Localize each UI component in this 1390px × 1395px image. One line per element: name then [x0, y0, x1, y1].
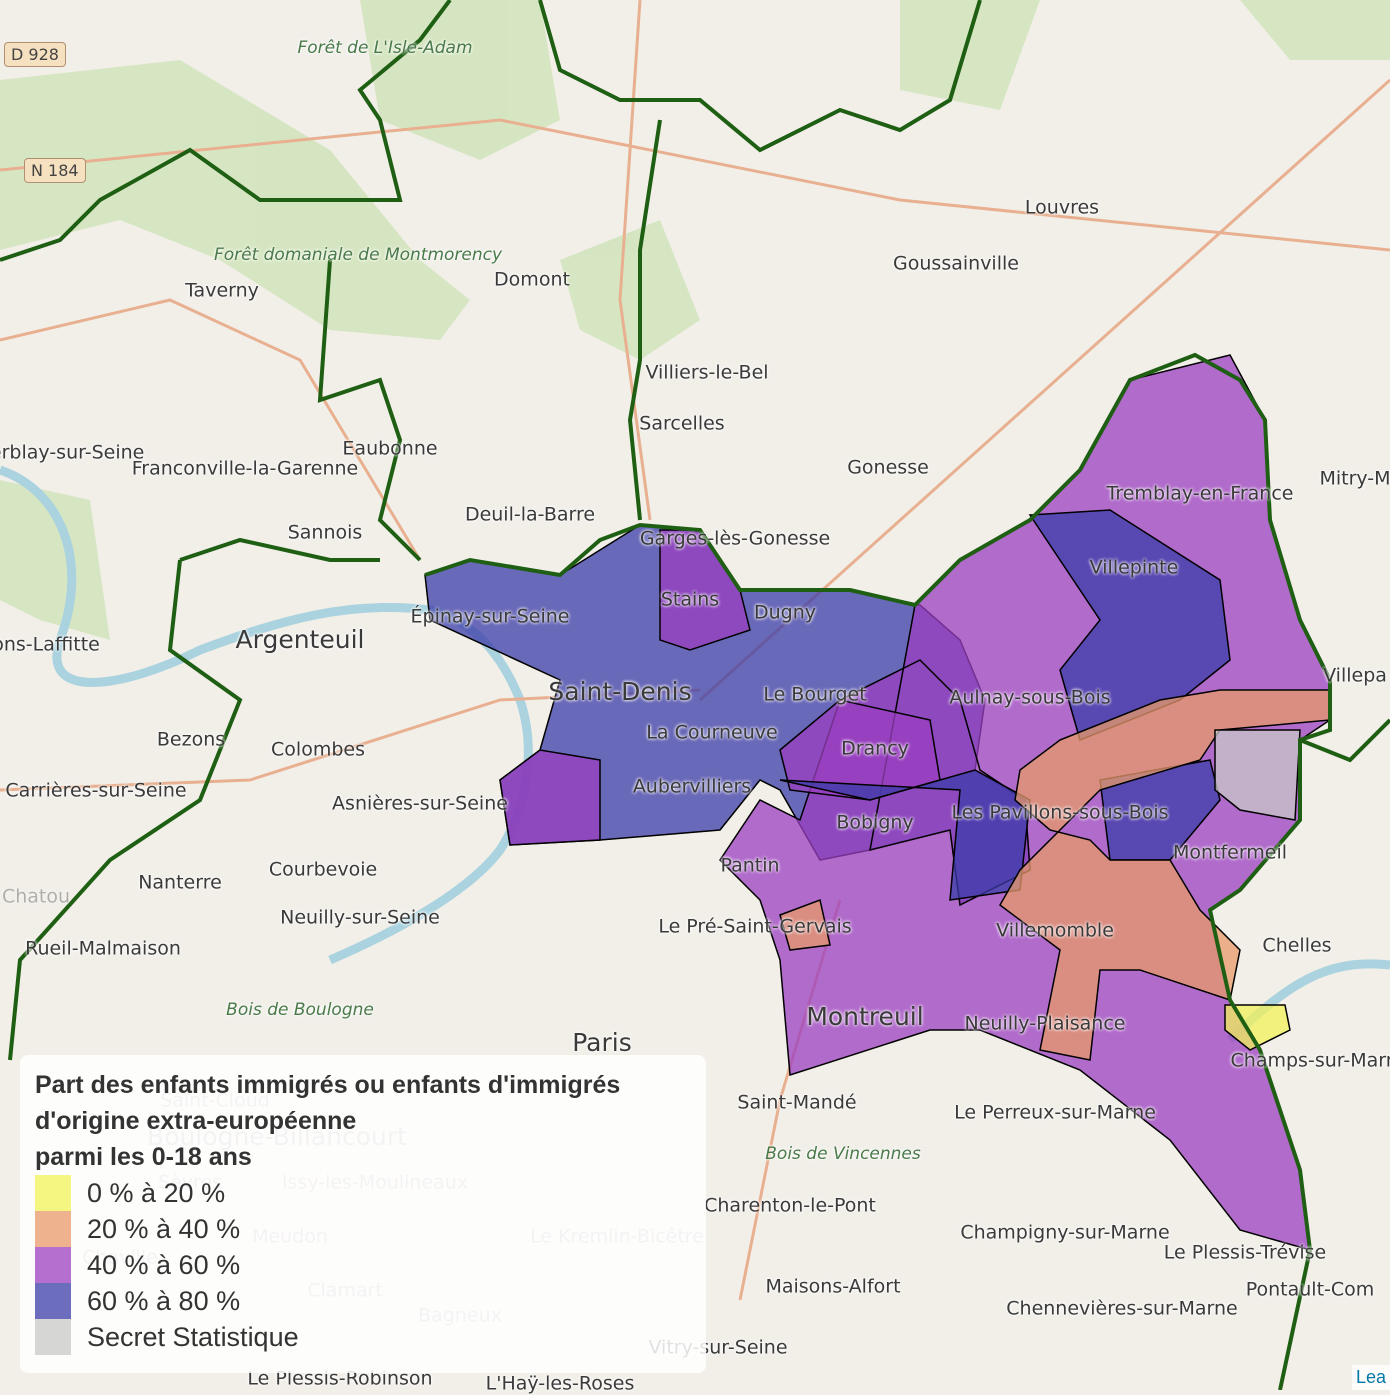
place-label: Chatou — [1, 885, 71, 908]
zone-polygon[interactable] — [1099, 759, 1221, 861]
legend-item: Secret Statistique — [35, 1319, 691, 1355]
place-label: Bois de Boulogne — [226, 999, 374, 1020]
place-label: Neuilly-Plaisance — [964, 1012, 1126, 1035]
zone-polygon[interactable] — [779, 898, 831, 951]
place-label: Le Bourget — [763, 683, 867, 706]
place-label: Villepa — [1323, 664, 1387, 687]
place-label: Montreuil — [806, 1002, 924, 1031]
place-label: Courbevoie — [268, 858, 378, 881]
place-label: Sannois — [287, 521, 363, 544]
place-label: Domont — [494, 268, 570, 291]
place-label: Forêt domaniale de Montmorency — [213, 244, 503, 265]
place-label: Champs-sur-Marne — [1230, 1049, 1390, 1072]
place-label: Aubervilliers — [632, 775, 752, 798]
legend-label: Secret Statistique — [87, 1321, 299, 1352]
place-label: Le Pré-Saint-Gervais — [658, 915, 852, 938]
legend: Part des enfants immigrés ou enfants d'i… — [20, 1055, 706, 1373]
place-label: Villiers-le-Bel — [645, 361, 769, 384]
place-label: Eaubonne — [342, 437, 438, 460]
legend-swatch — [35, 1175, 71, 1211]
place-label: Garges-lès-Gonesse — [639, 527, 831, 550]
place-label: Neuilly-sur-Seine — [280, 906, 440, 929]
legend-item: 20 % à 40 % — [35, 1211, 691, 1247]
place-label: Montfermeil — [1172, 841, 1288, 864]
legend-swatch — [35, 1319, 71, 1355]
road-shield-d928: D 928 — [4, 42, 66, 67]
legend-item: 0 % à 20 % — [35, 1175, 691, 1211]
place-label: Mitry-M — [1319, 467, 1390, 490]
legend-item: 40 % à 60 % — [35, 1247, 691, 1283]
place-label: Saint-Mandé — [737, 1091, 857, 1114]
place-label: Colombes — [271, 738, 365, 761]
leaflet-attribution-link[interactable]: Lea — [1351, 1365, 1390, 1390]
legend-swatch — [35, 1211, 71, 1247]
place-label: Saint-Denis — [548, 677, 692, 706]
place-label: Nanterre — [138, 871, 222, 894]
place-label: L'Haÿ-les-Roses — [485, 1372, 635, 1395]
legend-label: 40 % à 60 % — [87, 1249, 241, 1280]
legend-label: 20 % à 40 % — [87, 1213, 241, 1244]
place-label: Aulnay-sous-Bois — [949, 686, 1111, 709]
legend-swatch — [35, 1247, 71, 1283]
zone-polygon[interactable] — [499, 749, 601, 846]
place-label: Le Plessis-Trévise — [1163, 1241, 1327, 1264]
place-label: Sarcelles — [639, 412, 725, 435]
place-label: Sons-Laffitte — [0, 633, 100, 656]
place-label: Forêt de L'Isle-Adam — [297, 37, 473, 58]
place-label: Taverny — [185, 279, 259, 302]
choropleth-zones — [424, 354, 1331, 1252]
legend-label: 60 % à 80 % — [87, 1285, 241, 1316]
legend-label: 0 % à 20 % — [87, 1177, 226, 1208]
place-label: Asnières-sur-Seine — [332, 792, 508, 815]
zone-polygon[interactable] — [1214, 729, 1301, 821]
place-label: Rueil-Malmaison — [25, 937, 181, 960]
place-label: Charenton-le-Pont — [704, 1194, 876, 1217]
place-label: Paris — [572, 1028, 632, 1057]
place-label: Épinay-sur-Seine — [410, 605, 570, 628]
place-label: Villepinte — [1089, 556, 1179, 579]
forest-areas — [0, 0, 1390, 640]
place-label: Maisons-Alfort — [765, 1275, 901, 1298]
place-label: Dugny — [753, 601, 817, 624]
place-label: Franconville-la-Garenne — [131, 457, 359, 480]
place-label: Le Plessis-Robinson — [247, 1367, 433, 1390]
place-label: Louvres — [1024, 196, 1100, 219]
place-label: Drancy — [841, 737, 909, 760]
place-label: Bois de Vincennes — [765, 1143, 921, 1164]
legend-swatch — [35, 1283, 71, 1319]
place-label: Carrières-sur-Seine — [5, 779, 187, 802]
place-label: Herblay-sur-Seine — [0, 441, 145, 464]
place-label: La Courneuve — [646, 721, 778, 744]
place-label: Le Perreux-sur-Marne — [954, 1101, 1156, 1124]
place-label: Pantin — [720, 854, 780, 877]
zone-polygon[interactable] — [999, 689, 1331, 1061]
legend-title: Part des enfants immigrés ou enfants d'i… — [35, 1071, 621, 1099]
road-shield-n184: N 184 — [24, 158, 86, 183]
legend-item: 60 % à 80 % — [35, 1283, 691, 1319]
legend-title: d'origine extra-européenne — [35, 1107, 357, 1135]
place-label: Villemomble — [996, 919, 1114, 942]
place-label: Goussainville — [893, 252, 1019, 275]
place-label: Les Pavillons-sous-Bois — [951, 801, 1169, 824]
place-label: Argenteuil — [235, 625, 365, 654]
place-label: Pontault-Com — [1245, 1278, 1375, 1301]
place-label: Tremblay-en-France — [1106, 482, 1294, 505]
place-label: Chelles — [1262, 934, 1332, 957]
place-label: Stains — [660, 588, 720, 611]
place-label: Deuil-la-Barre — [464, 503, 596, 526]
place-label: Chennevières-sur-Marne — [1006, 1297, 1238, 1320]
place-label: Gonesse — [847, 456, 929, 479]
place-label: Champigny-sur-Marne — [960, 1221, 1170, 1244]
place-label: Bezons — [156, 728, 226, 751]
legend-title: parmi les 0-18 ans — [35, 1143, 252, 1171]
place-label: Bobigny — [836, 811, 914, 834]
